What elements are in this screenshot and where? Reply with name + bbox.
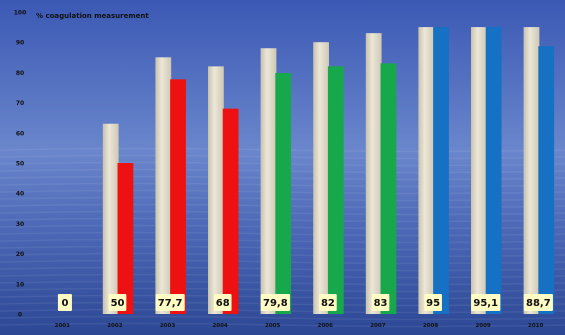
y-axis: 0 10 20 30 40 50 60 70 80 90 100 xyxy=(14,10,27,319)
bar-reference xyxy=(471,27,487,314)
bar-reference xyxy=(260,48,277,315)
bar-reference xyxy=(155,57,172,315)
x-tick-label: 2010 xyxy=(528,323,543,329)
y-tick-label: 90 xyxy=(16,40,24,47)
x-axis: 2001 2002 2003 2004 2005 2006 2007 2008 2009 2010 xyxy=(55,323,544,329)
data-label-box xyxy=(260,294,290,311)
y-tick-label: 30 xyxy=(16,221,24,228)
bar-measured xyxy=(170,79,186,314)
data-labels: 0 50 77,7 68 79,8 82 83 95 95,1 88,7 xyxy=(57,294,553,311)
data-label: 95,1 xyxy=(473,298,498,309)
data-label: 0 xyxy=(61,298,68,309)
y-tick-label: 100 xyxy=(14,10,27,17)
bar-measured xyxy=(222,108,239,314)
data-label-box xyxy=(213,294,232,311)
x-tick-label: 2009 xyxy=(475,323,490,329)
x-tick-label: 2001 xyxy=(55,323,70,329)
data-label: 95 xyxy=(426,298,440,309)
data-label-box xyxy=(424,294,442,311)
chart-title: % coagulation measurement xyxy=(36,12,149,20)
data-label: 88,7 xyxy=(526,298,551,309)
bar-measured xyxy=(327,66,344,314)
x-tick-label: 2005 xyxy=(265,323,280,329)
bar-reference xyxy=(365,33,382,314)
y-tick-label: 20 xyxy=(16,251,24,258)
x-tick-label: 2007 xyxy=(370,323,385,329)
bar-reference xyxy=(523,27,540,314)
y-tick-label: 40 xyxy=(16,191,24,198)
x-tick-label: 2006 xyxy=(318,323,333,329)
data-label-box xyxy=(523,294,553,311)
data-label: 79,8 xyxy=(263,298,288,309)
bar-reference xyxy=(208,66,224,314)
y-tick-label: 10 xyxy=(16,281,24,288)
data-label-box xyxy=(371,294,390,311)
data-label: 83 xyxy=(374,298,388,309)
data-label: 68 xyxy=(216,298,230,309)
bar-measured xyxy=(380,63,397,315)
data-label-box xyxy=(155,294,185,311)
data-label: 82 xyxy=(321,298,335,309)
bar-measured xyxy=(538,46,555,314)
data-label-box xyxy=(57,294,72,311)
x-tick-label: 2004 xyxy=(212,323,227,329)
data-label-box xyxy=(471,294,501,311)
bars xyxy=(102,26,555,315)
data-label-box xyxy=(319,294,337,311)
x-tick-label: 2003 xyxy=(160,323,175,329)
data-label: 50 xyxy=(111,298,125,309)
y-tick-label: 60 xyxy=(16,130,24,137)
y-tick-label: 80 xyxy=(16,70,24,77)
bar-reference xyxy=(418,27,435,314)
bar-measured xyxy=(275,73,292,314)
bar-measured xyxy=(485,26,502,314)
data-label-box xyxy=(108,294,127,311)
bar-reference xyxy=(102,123,119,315)
ripple-line xyxy=(0,322,565,328)
y-tick-label: 70 xyxy=(16,100,24,107)
ripple-line xyxy=(0,315,565,321)
x-tick-label: 2008 xyxy=(423,323,438,329)
bar-measured xyxy=(117,163,134,314)
data-label: 77,7 xyxy=(158,298,183,309)
x-tick-label: 2002 xyxy=(107,323,122,329)
bar-reference xyxy=(313,42,329,314)
y-tick-label: 50 xyxy=(16,161,24,168)
y-tick-label: 0 xyxy=(18,312,22,319)
bar-measured xyxy=(433,27,449,314)
